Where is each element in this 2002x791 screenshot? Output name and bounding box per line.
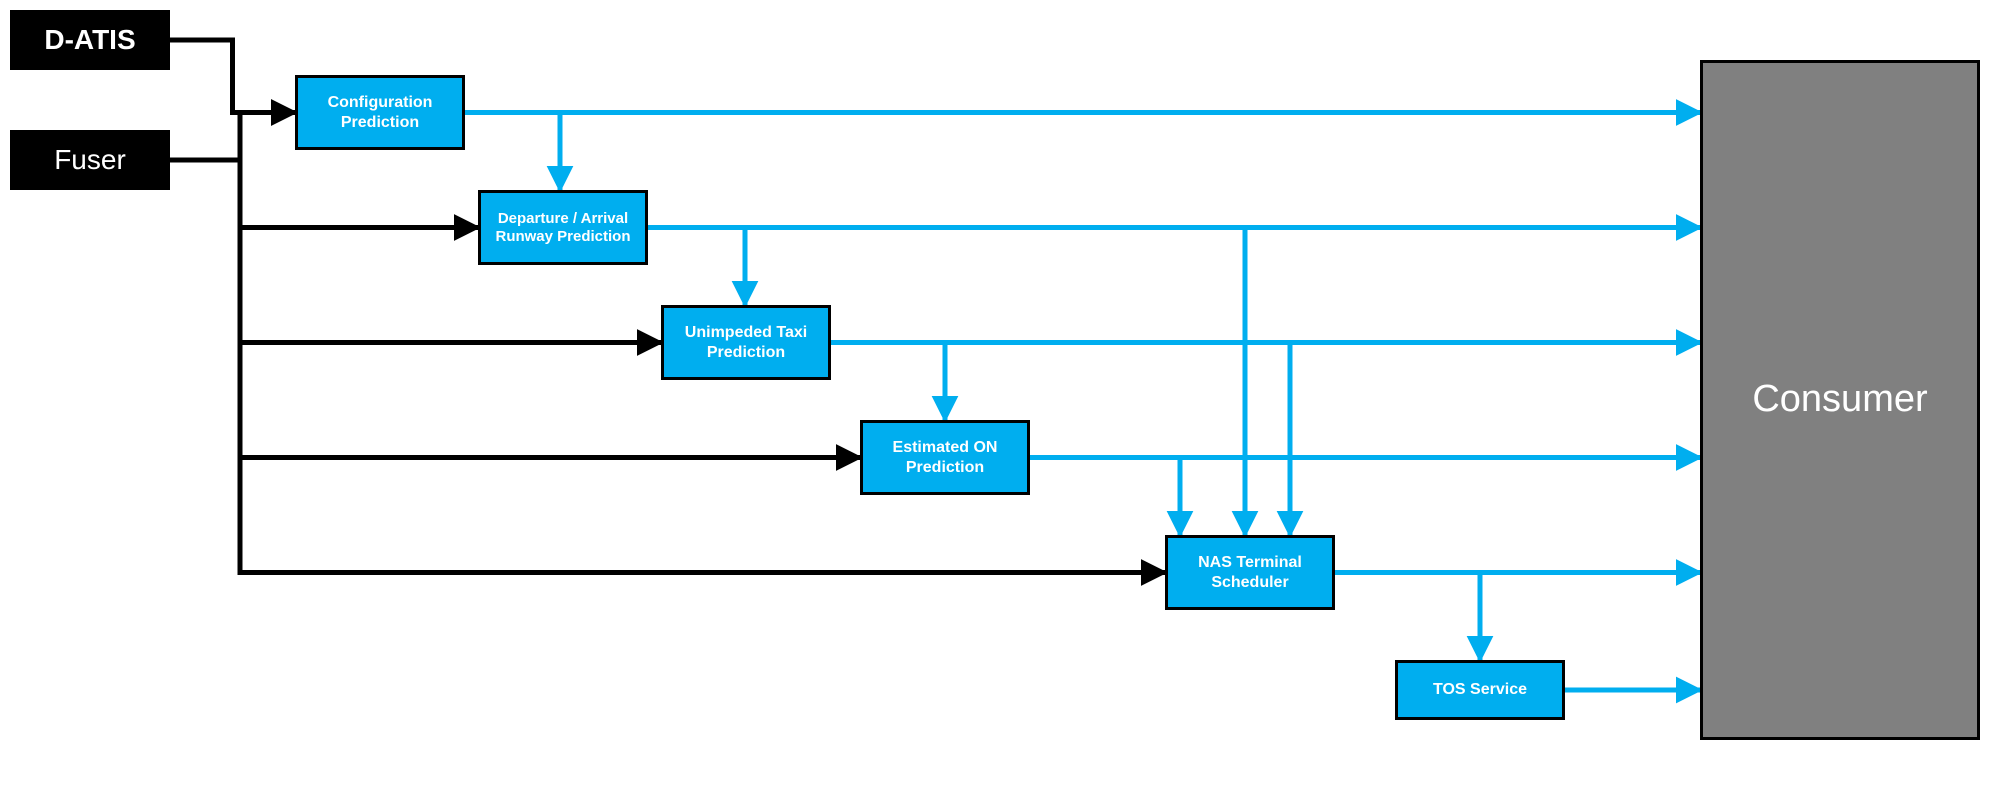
node-fuser: Fuser <box>10 130 170 190</box>
node-consumer: Consumer <box>1700 60 1980 740</box>
node-label: Consumer <box>1703 377 1977 423</box>
node-label: Unimpeded Taxi Prediction <box>668 323 824 361</box>
flowchart-canvas: D-ATIS Fuser Configuration Prediction De… <box>0 0 2002 791</box>
node-label: NAS Terminal Scheduler <box>1172 553 1328 591</box>
node-label: Estimated ON Prediction <box>867 438 1023 476</box>
node-label: Fuser <box>10 143 170 177</box>
node-label: Configuration Prediction <box>302 93 458 131</box>
node-configuration-prediction: Configuration Prediction <box>295 75 465 150</box>
node-label: Departure / Arrival Runway Prediction <box>485 210 641 246</box>
node-d-atis: D-ATIS <box>10 10 170 70</box>
node-unimpeded-taxi-prediction: Unimpeded Taxi Prediction <box>661 305 831 380</box>
node-estimated-on-prediction: Estimated ON Prediction <box>860 420 1030 495</box>
node-label: TOS Service <box>1402 680 1558 699</box>
node-departure-arrival-runway-prediction: Departure / Arrival Runway Prediction <box>478 190 648 265</box>
node-tos-service: TOS Service <box>1395 660 1565 720</box>
node-nas-terminal-scheduler: NAS Terminal Scheduler <box>1165 535 1335 610</box>
node-label: D-ATIS <box>10 23 170 57</box>
